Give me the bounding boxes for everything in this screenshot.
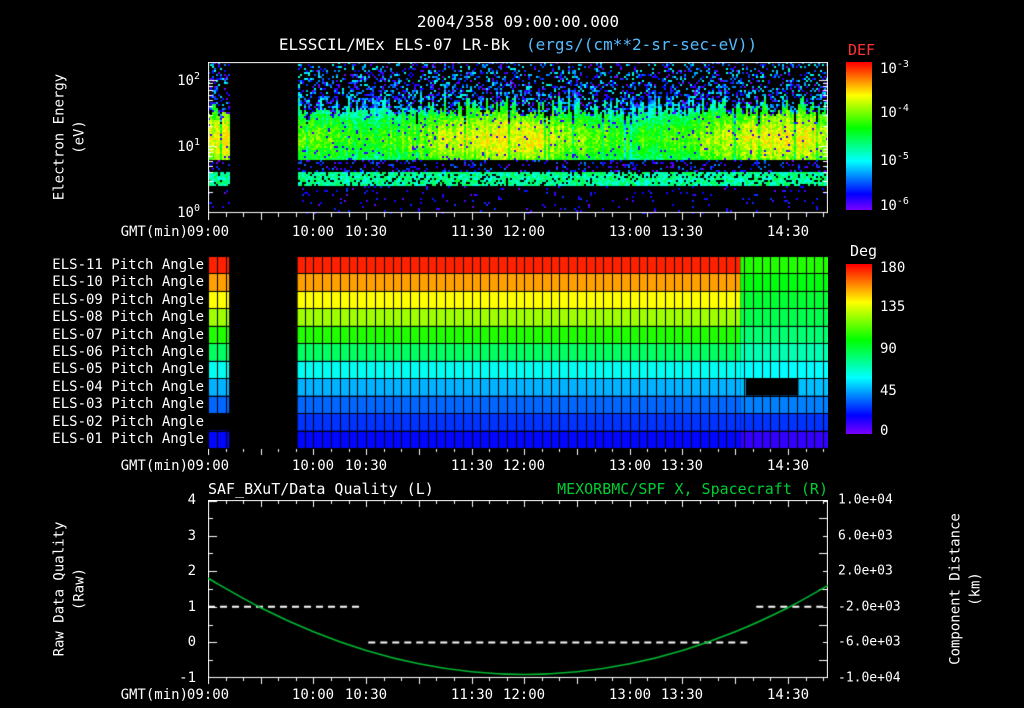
tick-exp: -5	[896, 151, 909, 163]
distance-ytick: 2.0e+03	[838, 563, 893, 579]
x-tick-label: 11:30	[450, 687, 494, 703]
gmt-axis-label: GMT(min)	[120, 224, 188, 240]
quality-distance-plot	[208, 500, 828, 685]
x-tick-label: 12:00	[502, 458, 546, 474]
pitch-row-label: ELS-11 Pitch Angle	[52, 257, 204, 273]
tick-base: 10	[880, 104, 897, 121]
quality-ytick: 1	[187, 599, 196, 615]
plot-subtitle: ELSSCIL/MEx ELS-07 LR-Bk (ergs/(cm**2-sr-…	[148, 35, 888, 54]
deg-colorbar-title: Deg	[850, 242, 878, 260]
distance-ytick: -6.0e+03	[838, 634, 901, 650]
tick-exp: -6	[896, 196, 909, 208]
tick-base: 10	[177, 72, 194, 89]
pitch-row-label: ELS-01 Pitch Angle	[52, 431, 204, 447]
subtitle-units: (ergs/(cm**2-sr-sec-eV))	[526, 35, 758, 54]
tick-base: 10	[880, 152, 897, 169]
gmt-axis-label: GMT(min)	[120, 687, 188, 703]
x-tick-label: 13:30	[660, 458, 704, 474]
quality-ytick: 3	[187, 528, 196, 544]
tick-base: 10	[177, 138, 194, 155]
x-tick-label: 09:00	[186, 458, 230, 474]
tick-base: 10	[880, 197, 897, 214]
quality-ytick: 2	[187, 563, 196, 579]
tick-base: 10	[177, 204, 194, 221]
def-cbar-tick: 10-4	[880, 103, 909, 121]
x-tick-label: 10:00	[291, 224, 335, 240]
def-colorbar-title: DEF	[848, 41, 876, 59]
axis-label-line: Raw Data Quality	[51, 521, 68, 657]
axis-label-line: (km)	[967, 572, 983, 606]
pitch-row-label: ELS-05 Pitch Angle	[52, 361, 204, 377]
subtitle-instrument: ELSSCIL/MEx ELS-07 LR-Bk	[278, 35, 510, 54]
x-tick-label: 09:00	[186, 224, 230, 240]
pitch-row-label: ELS-07 Pitch Angle	[52, 327, 204, 343]
distance-ytick: 1.0e+04	[838, 492, 893, 508]
quality-ytick: 4	[187, 492, 196, 508]
def-cbar-tick: 10-5	[880, 151, 909, 169]
quality-ytick: 0	[187, 634, 196, 650]
tick-exp: -4	[896, 103, 909, 115]
x-tick-label: 11:30	[450, 458, 494, 474]
deg-colorbar	[846, 264, 872, 434]
pitch-row-label: ELS-10 Pitch Angle	[52, 274, 204, 290]
energy-ytick: 101	[156, 137, 200, 155]
page-title: 2004/358 09:00:00.000	[416, 12, 620, 31]
quality-series-title: SAF_BXuT/Data Quality (L)	[208, 480, 434, 498]
deg-cbar-tick: 45	[880, 383, 897, 399]
distance-ytick: 6.0e+03	[838, 528, 893, 544]
x-tick-label: 14:30	[766, 687, 810, 703]
x-tick-label: 12:00	[502, 687, 546, 703]
distance-ytick: -1.0e+04	[838, 670, 901, 686]
pitch-row-label: ELS-09 Pitch Angle	[52, 292, 204, 308]
def-cbar-tick: 10-6	[880, 196, 909, 214]
tick-exp: -3	[896, 59, 909, 71]
tick-exp: 2	[193, 71, 200, 83]
distance-ytick: -2.0e+03	[838, 599, 901, 615]
deg-cbar-tick: 0	[880, 423, 889, 439]
x-tick-label: 11:30	[450, 224, 494, 240]
x-tick-label: 10:00	[291, 458, 335, 474]
deg-cbar-tick: 180	[880, 260, 906, 276]
pitch-row-label: ELS-06 Pitch Angle	[52, 344, 204, 360]
deg-cbar-tick: 135	[880, 299, 906, 315]
x-tick-label: 10:00	[291, 687, 335, 703]
tick-exp: 1	[193, 137, 200, 149]
pitch-row-label: ELS-04 Pitch Angle	[52, 379, 204, 395]
x-tick-label: 13:00	[608, 687, 652, 703]
x-tick-label: 13:30	[660, 224, 704, 240]
deg-cbar-tick: 90	[880, 341, 897, 357]
x-tick-label: 14:30	[766, 458, 810, 474]
quality-ytick: -1	[179, 670, 196, 686]
x-tick-label: 13:00	[608, 224, 652, 240]
x-tick-label: 14:30	[766, 224, 810, 240]
x-tick-label: 10:30	[344, 224, 388, 240]
def-cbar-tick: 10-3	[880, 59, 909, 77]
axis-label-line: (Raw)	[71, 567, 87, 611]
spectrogram-heatmap	[208, 62, 828, 221]
pitch-row-label: ELS-08 Pitch Angle	[52, 309, 204, 325]
x-tick-label: 10:30	[344, 458, 388, 474]
tick-exp: 0	[193, 203, 200, 215]
gmt-axis-label: GMT(min)	[120, 458, 188, 474]
x-tick-label: 12:00	[502, 224, 546, 240]
axis-label-line: (eV)	[71, 120, 87, 154]
x-tick-label: 13:30	[660, 687, 704, 703]
def-colorbar	[846, 62, 872, 210]
distance-series-title: MEXORBMC/SPF X, Spacecraft (R)	[557, 480, 828, 498]
x-tick-label: 10:30	[344, 687, 388, 703]
pitch-angle-heatmap	[208, 256, 828, 456]
x-tick-label: 13:00	[608, 458, 652, 474]
energy-ytick: 102	[156, 71, 200, 89]
energy-ytick: 100	[156, 203, 200, 221]
pitch-row-label: ELS-03 Pitch Angle	[52, 396, 204, 412]
x-tick-label: 09:00	[186, 687, 230, 703]
pitch-row-label: ELS-02 Pitch Angle	[52, 414, 204, 430]
axis-label-line: Electron Energy	[51, 73, 68, 201]
tick-base: 10	[880, 60, 897, 77]
axis-label-line: Component Distance	[947, 513, 964, 665]
